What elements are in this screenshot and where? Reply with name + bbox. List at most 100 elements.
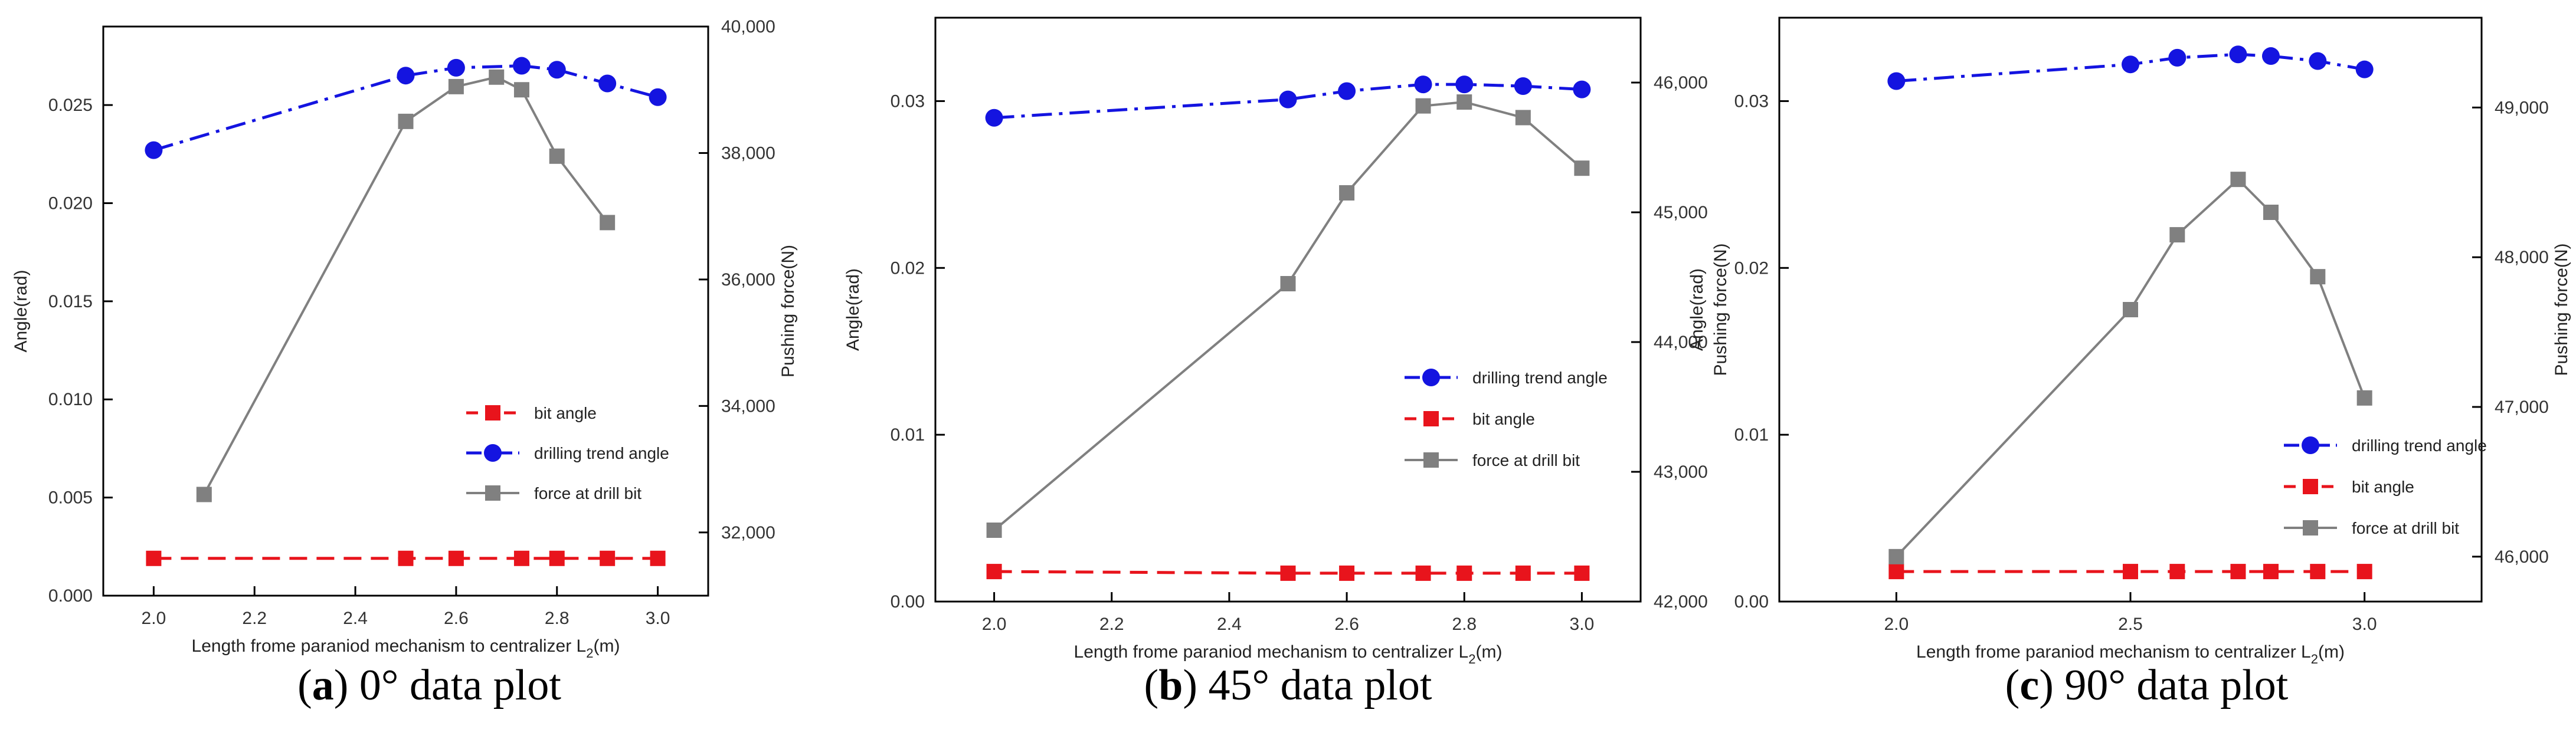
chart-a-point-force-at-drill-bit (398, 113, 414, 129)
chart-a-y-right-tick-label: 36,000 (721, 270, 775, 290)
caption-c-text: 90° data plot (2064, 661, 2289, 709)
chart-b-point-bit-angle (1415, 565, 1431, 581)
chart-panel-b: 2.0 2.2 2.4 2.6 2.8 3.0 0.00 0.01 0.02 0.03 42,000… (843, 0, 1730, 749)
chart-a-point-force-at-drill-bit (513, 82, 529, 98)
chart-b-x-axis-label: Length frome paraniod mechanism to centr… (1074, 642, 1503, 666)
chart-c-y-right-tick-label: 49,000 (2495, 98, 2549, 117)
chart-a-point-bit-angle (448, 550, 464, 566)
chart-b-legend-label-force-at-drill-bit: force at drill bit (1472, 451, 1580, 469)
chart-a-x-tick-label: 2.8 (545, 609, 569, 628)
chart-a-point-force-at-drill-bit (600, 215, 616, 231)
chart-c-point-force-at-drill-bit (2230, 172, 2246, 188)
chart-c-point-drilling-trend-angle (2309, 52, 2327, 70)
chart-c-x-axis-label-main: Length frome paraniod mechanism to centr… (1916, 642, 2311, 662)
caption-b-label: b (1158, 661, 1183, 709)
chart-a-point-drilling-trend-angle (649, 88, 667, 106)
chart-b-y-right-tick-label: 44,000 (1654, 333, 1708, 352)
chart-b-point-force-at-drill-bit (1515, 110, 1531, 126)
chart-b-y-right-tick-label: 43,000 (1654, 462, 1708, 482)
caption-b-text: 45° data plot (1208, 661, 1432, 709)
chart-panel-c: 2.0 2.5 3.0 0.00 0.01 0.02 0.03 46,000 47,000 48,… (1687, 0, 2576, 749)
chart-a-legend-label-force-at-drill-bit: force at drill bit (534, 484, 641, 502)
chart-b-x-axis-label-main: Length frome paraniod mechanism to centr… (1074, 642, 1469, 662)
chart-a-y-left-axis-label: Angle(rad) (11, 270, 31, 352)
chart-a-x-axis-label-sub: 2 (586, 646, 593, 661)
chart-a-point-drilling-trend-angle (447, 58, 465, 77)
chart-c-y-left-tick-label: 0.01 (1734, 425, 1769, 445)
chart-b-point-force-at-drill-bit (1456, 94, 1472, 110)
chart-c-legend-marker-bit-angle (2303, 479, 2318, 494)
chart-a-point-bit-angle (146, 550, 162, 566)
chart-a-point-bit-angle (513, 550, 529, 566)
chart-a-x-tick-label: 2.0 (142, 609, 166, 628)
chart-a-x-tick-label: 2.2 (242, 609, 267, 628)
chart-c-y-left-tick-label: 0.02 (1734, 258, 1769, 278)
chart-a-y-right-tick-label: 40,000 (721, 17, 775, 37)
chart-c-point-drilling-trend-angle (1887, 72, 1906, 90)
chart-b-x-axis-label-sub: 2 (1468, 652, 1475, 666)
chart-c-x-tick-label: 2.5 (2118, 615, 2143, 634)
chart-a-y-left-tick-label: 0.025 (48, 96, 93, 115)
chart-b-point-bit-angle (1574, 565, 1590, 581)
chart-c-point-force-at-drill-bit (2123, 302, 2138, 317)
chart-a-svg: 2.0 2.2 2.4 2.6 2.8 3.0 0.000 0.005 0.010 0.015 0.… (11, 17, 798, 661)
chart-b-y-right-tick-label: 46,000 (1654, 73, 1708, 93)
chart-b-point-drilling-trend-angle (1279, 90, 1297, 109)
chart-b-legend-marker-bit-angle (1423, 411, 1439, 426)
chart-a-point-force-at-drill-bit (549, 148, 565, 164)
chart-b-x-tick-label: 2.8 (1452, 615, 1477, 634)
chart-b-svg: 2.0 2.2 2.4 2.6 2.8 3.0 0.00 0.01 0.02 0.03 42,000… (843, 17, 1730, 666)
chart-a-y-left-tick-label: 0.015 (48, 292, 93, 311)
chart-b-y-right-axis-label: Pushing force(N) (1711, 243, 1730, 376)
chart-a-legend-marker-bit-angle (485, 405, 500, 421)
chart-c-point-drilling-trend-angle (2355, 60, 2374, 78)
chart-b-legend-label-bit-angle: bit angle (1472, 410, 1535, 428)
chart-a-point-force-at-drill-bit (489, 69, 505, 85)
chart-b-point-force-at-drill-bit (1339, 185, 1355, 201)
chart-c-point-bit-angle (2263, 564, 2279, 580)
chart-b-point-drilling-trend-angle (1414, 75, 1432, 94)
chart-c-x-tick-label: 2.0 (1884, 615, 1909, 634)
caption-b: (b) 45° data plot (1144, 661, 1432, 709)
chart-c-y-right-axis-label: Pushing force(N) (2552, 243, 2571, 376)
chart-a-y-left-tick-label: 0.020 (48, 193, 93, 213)
chart-b-point-bit-angle (1515, 565, 1531, 581)
chart-a-point-bit-angle (398, 550, 414, 566)
chart-a-y-right-tick-label: 38,000 (721, 143, 775, 163)
chart-panel-a: 2.0 2.2 2.4 2.6 2.8 3.0 0.000 0.005 0.010 0.015 0.… (0, 0, 859, 749)
chart-c-series-line-force-at-drill-bit (1895, 178, 2366, 558)
chart-c-y-right-tick-label: 47,000 (2495, 398, 2549, 417)
chart-a-legend-marker-drilling-trend-angle (484, 444, 502, 462)
chart-a-x-tick-label: 3.0 (646, 609, 670, 628)
caption-a-text: 0° data plot (359, 661, 561, 709)
chart-a-point-drilling-trend-angle (145, 141, 163, 159)
chart-c-x-axis-label-unit: (m) (2318, 642, 2345, 662)
chart-b-x-tick-label: 2.0 (982, 615, 1007, 634)
chart-b-x-tick-label: 3.0 (1570, 615, 1595, 634)
chart-c-svg: 2.0 2.5 3.0 0.00 0.01 0.02 0.03 46,000 47,000 48,… (1687, 17, 2571, 666)
chart-c-point-drilling-trend-angle (2122, 55, 2139, 74)
chart-a-point-bit-angle (650, 550, 666, 566)
chart-c-point-force-at-drill-bit (2169, 227, 2185, 243)
chart-c-point-bit-angle (2310, 564, 2326, 580)
chart-a-x-axis-label: Length frome paraniod mechanism to centr… (192, 636, 620, 661)
chart-b-point-bit-angle (986, 564, 1002, 580)
chart-a-plot-frame (102, 25, 709, 597)
caption-a-label: a (312, 661, 334, 709)
chart-b-y-left-tick-label: 0.01 (891, 425, 925, 445)
chart-a-point-drilling-trend-angle (548, 61, 566, 79)
chart-b-point-bit-angle (1456, 565, 1472, 581)
chart-c-y-left-tick-label: 0.00 (1734, 592, 1769, 612)
chart-c-point-bit-angle (2356, 564, 2372, 580)
chart-a-legend-label-drilling-trend-angle: drilling trend angle (534, 444, 669, 462)
chart-b-x-axis-label-unit: (m) (1475, 642, 1502, 662)
chart-c-x-axis-label: Length frome paraniod mechanism to centr… (1916, 642, 2345, 666)
chart-a-point-drilling-trend-angle (598, 74, 617, 93)
caption-c: (c) 90° data plot (2005, 661, 2289, 709)
chart-a-point-drilling-trend-angle (512, 57, 531, 75)
chart-b-x-tick-label: 2.2 (1099, 615, 1124, 634)
chart-b-y-left-tick-label: 0.02 (891, 258, 925, 278)
chart-b-plot-frame (934, 17, 1642, 603)
chart-a-x-tick-label: 2.6 (444, 609, 469, 628)
chart-a-point-bit-angle (600, 550, 616, 566)
